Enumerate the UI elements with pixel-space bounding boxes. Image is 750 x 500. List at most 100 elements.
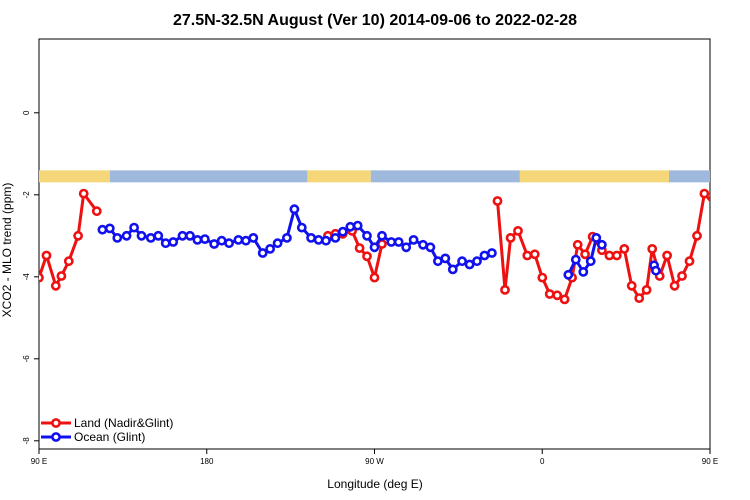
data-point [472, 256, 482, 267]
x-tick-label: 90 W [365, 457, 384, 466]
x-axis-label: Longitude (deg E) [327, 477, 422, 491]
data-point [552, 290, 563, 301]
data-point [505, 232, 516, 243]
data-point [209, 239, 220, 249]
data-point [50, 280, 61, 291]
data-point [199, 234, 210, 244]
data-point [352, 220, 363, 231]
data-point [91, 206, 102, 217]
data-point [257, 248, 268, 258]
data-point [296, 222, 307, 233]
data-point [408, 234, 419, 245]
data-point [233, 234, 244, 245]
data-point [447, 264, 458, 275]
strip-ocean-5 [668, 170, 710, 183]
data-point [354, 243, 365, 253]
legend-land-marker [51, 418, 61, 428]
strip-land-2 [307, 170, 371, 183]
data-point [281, 232, 292, 243]
data-point [611, 250, 622, 261]
land-ocean-strip [39, 170, 710, 183]
data-point [78, 188, 89, 199]
data-point [377, 230, 387, 241]
data-point [313, 234, 324, 245]
series-ocean [97, 204, 661, 280]
data-point [563, 269, 574, 280]
data-point [369, 272, 380, 283]
data-point [153, 230, 164, 241]
data-point [393, 237, 404, 247]
legend: Land (Nadir&Glint) Ocean (Glint) [41, 416, 173, 444]
strip-land-4 [519, 170, 669, 183]
data-point [677, 271, 687, 281]
y-tick-label: -6 [22, 355, 31, 363]
y-axis-ticks: -8 -6 -4 -2 0 [22, 110, 39, 444]
data-point [321, 235, 331, 246]
chart-title: 27.5N-32.5N August (Ver 10) 2014-09-06 t… [173, 12, 577, 29]
data-point [129, 222, 139, 233]
data-point [306, 232, 316, 243]
data-point [572, 239, 583, 250]
data-point [97, 224, 108, 235]
data-point [537, 272, 548, 283]
x-tick-label: 180 [200, 457, 214, 466]
data-point [112, 232, 123, 243]
data-point [362, 230, 372, 241]
data-point [492, 196, 503, 206]
legend-ocean-label: Ocean (Glint) [74, 430, 145, 444]
data-point [168, 237, 179, 247]
series-line [496, 192, 710, 301]
data-point [522, 250, 533, 261]
data-point [544, 289, 555, 299]
data-point [337, 226, 348, 237]
data-point [457, 256, 467, 267]
data-point [591, 232, 602, 243]
data-point [641, 284, 652, 295]
data-point [692, 230, 702, 241]
data-point [145, 232, 156, 243]
y-tick-label: -4 [22, 273, 31, 281]
data-point [570, 254, 581, 265]
x-tick-label: 90 E [702, 457, 718, 466]
x-tick-label: 0 [540, 457, 545, 466]
x-tick-label: 90 E [31, 457, 47, 466]
data-point [289, 204, 300, 215]
data-point [500, 284, 510, 295]
y-tick-label: -2 [22, 191, 31, 199]
data-point [136, 230, 147, 241]
data-point [529, 249, 540, 260]
data-point [41, 250, 52, 261]
data-point [716, 208, 723, 215]
data-point [647, 243, 658, 254]
data-point [425, 242, 436, 253]
data-point [272, 238, 283, 249]
data-point [345, 221, 356, 232]
data-point [626, 280, 637, 291]
data-point [662, 250, 672, 261]
data-point [684, 256, 695, 267]
data-point [513, 225, 523, 236]
data-point [104, 223, 115, 234]
legend-item-land: Land (Nadir&Glint) [41, 416, 173, 430]
data-point [669, 280, 680, 291]
y-tick-label: 0 [22, 110, 31, 115]
data-point [265, 243, 275, 254]
data-point [73, 230, 83, 241]
data-point [585, 256, 596, 267]
data-point [580, 249, 590, 260]
legend-item-ocean: Ocean (Glint) [41, 430, 145, 444]
data-point [362, 251, 372, 262]
data-point [330, 232, 341, 243]
data-point [619, 243, 630, 254]
data-point [177, 230, 188, 241]
data-point [185, 230, 195, 241]
legend-ocean-marker [51, 432, 61, 442]
data-point [486, 248, 497, 258]
data-point [160, 238, 171, 249]
data-point [248, 232, 259, 243]
data-point [559, 294, 570, 305]
data-point [39, 272, 44, 283]
data-point [464, 259, 475, 270]
legend-land-label: Land (Nadir&Glint) [74, 416, 173, 430]
data-point [578, 266, 589, 277]
